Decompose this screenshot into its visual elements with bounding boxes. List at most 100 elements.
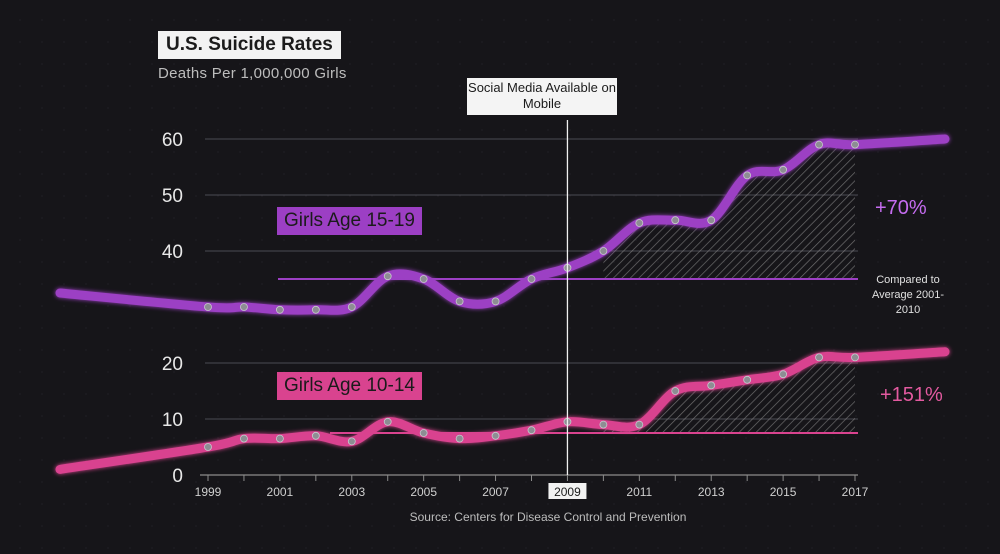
grid-dot — [481, 19, 483, 21]
grid-dot — [151, 107, 153, 109]
grid-dot — [723, 195, 725, 197]
grid-dot — [305, 547, 307, 549]
grid-dot — [129, 547, 131, 549]
grid-dot — [437, 195, 439, 197]
grid-dot — [899, 41, 901, 43]
grid-dot — [921, 503, 923, 505]
grid-dot — [19, 173, 21, 175]
grid-dot — [855, 525, 857, 527]
grid-dot — [811, 129, 813, 131]
grid-dot — [569, 459, 571, 461]
grid-dot — [745, 437, 747, 439]
grid-dot — [151, 371, 153, 373]
grid-dot — [415, 349, 417, 351]
grid-dot — [415, 63, 417, 65]
grid-dot — [547, 151, 549, 153]
grid-dot — [833, 481, 835, 483]
grid-dot — [327, 349, 329, 351]
grid-dot — [349, 41, 351, 43]
grid-dot — [437, 85, 439, 87]
grid-dot — [107, 63, 109, 65]
grid-dot — [283, 261, 285, 263]
grid-dot — [767, 459, 769, 461]
grid-dot — [239, 107, 241, 109]
grid-dot — [745, 63, 747, 65]
grid-dot — [899, 305, 901, 307]
grid-dot — [723, 305, 725, 307]
grid-dot — [701, 371, 703, 373]
grid-dot — [371, 41, 373, 43]
grid-dot — [855, 239, 857, 241]
grid-dot — [899, 481, 901, 483]
grid-dot — [19, 41, 21, 43]
grid-dot — [767, 327, 769, 329]
grid-dot — [63, 63, 65, 65]
grid-dot — [459, 63, 461, 65]
grid-dot — [129, 415, 131, 417]
grid-dot — [745, 283, 747, 285]
grid-dot — [239, 283, 241, 285]
grid-dot — [371, 239, 373, 241]
grid-dot — [569, 239, 571, 241]
grid-dot — [217, 371, 219, 373]
grid-dot — [635, 437, 637, 439]
grid-dot — [349, 107, 351, 109]
grid-dot — [129, 239, 131, 241]
grid-dot — [371, 63, 373, 65]
grid-dot — [701, 327, 703, 329]
grid-dot — [635, 459, 637, 461]
grid-dot — [41, 305, 43, 307]
grid-dot — [855, 107, 857, 109]
grid-dot — [679, 151, 681, 153]
grid-dot — [129, 437, 131, 439]
grid-dot — [569, 41, 571, 43]
grid-dot — [481, 547, 483, 549]
grid-dot — [437, 41, 439, 43]
grid-dot — [41, 525, 43, 527]
grid-dot — [789, 283, 791, 285]
grid-dot — [987, 283, 989, 285]
grid-dot — [195, 349, 197, 351]
grid-dot — [877, 393, 879, 395]
grid-dot — [129, 195, 131, 197]
grid-dot — [591, 63, 593, 65]
grid-dot — [129, 173, 131, 175]
grid-dot — [63, 327, 65, 329]
grid-dot — [921, 195, 923, 197]
grid-dot — [459, 547, 461, 549]
grid-dot — [569, 415, 571, 417]
grid-dot — [877, 195, 879, 197]
grid-dot — [217, 503, 219, 505]
grid-dot — [833, 107, 835, 109]
grid-dot — [657, 525, 659, 527]
grid-dot — [987, 217, 989, 219]
grid-dot — [723, 19, 725, 21]
grid-dot — [525, 349, 527, 351]
grid-dot — [965, 261, 967, 263]
grid-dot — [195, 503, 197, 505]
grid-dot — [723, 283, 725, 285]
grid-dot — [283, 503, 285, 505]
grid-dot — [19, 217, 21, 219]
grid-dot — [569, 349, 571, 351]
grid-dot — [833, 85, 835, 87]
grid-dot — [393, 129, 395, 131]
grid-dot — [261, 261, 263, 263]
grid-dot — [965, 41, 967, 43]
grid-dot — [393, 481, 395, 483]
grid-dot — [41, 151, 43, 153]
grid-dot — [899, 283, 901, 285]
grid-dot — [371, 151, 373, 153]
grid-dot — [569, 481, 571, 483]
grid-dot — [217, 261, 219, 263]
grid-dot — [943, 85, 945, 87]
grid-dot — [195, 261, 197, 263]
grid-dot — [635, 41, 637, 43]
y-tick-label: 40 — [162, 242, 183, 263]
grid-dot — [635, 85, 637, 87]
grid-dot — [965, 173, 967, 175]
grid-dot — [547, 129, 549, 131]
grid-dot — [41, 393, 43, 395]
data-point — [635, 420, 644, 429]
grid-dot — [569, 327, 571, 329]
